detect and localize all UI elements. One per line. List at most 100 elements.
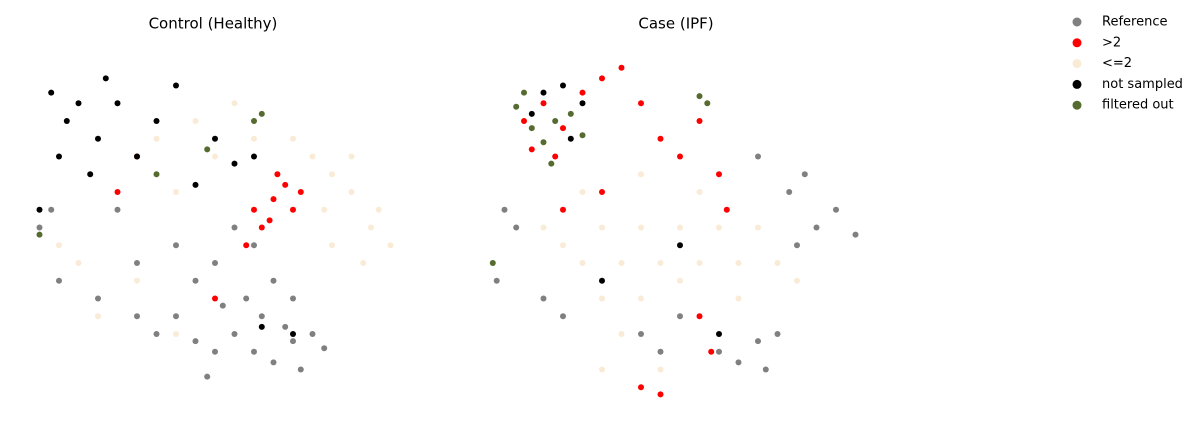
point (290, 206, 296, 213)
point (297, 366, 304, 373)
point (657, 135, 664, 142)
point (114, 206, 121, 213)
point (204, 373, 211, 380)
point (599, 224, 605, 231)
point (173, 189, 179, 195)
point (528, 110, 535, 117)
point (258, 323, 265, 330)
point (560, 313, 566, 320)
legend-label: <=2 (1102, 56, 1132, 71)
point (251, 153, 257, 160)
point (579, 132, 586, 139)
point (540, 295, 547, 302)
point (153, 135, 160, 142)
point (599, 75, 605, 82)
point (696, 313, 703, 320)
point (75, 260, 82, 266)
point (813, 224, 820, 231)
point (212, 260, 218, 266)
point (95, 313, 101, 320)
point (567, 135, 574, 142)
point (309, 331, 316, 337)
point (290, 338, 296, 345)
point (36, 206, 43, 213)
point (489, 260, 496, 266)
point (696, 189, 703, 195)
point (290, 295, 296, 302)
point (618, 260, 625, 266)
point (173, 313, 179, 320)
point (134, 260, 140, 266)
point (735, 295, 742, 302)
point (114, 100, 121, 107)
point (368, 224, 374, 231)
point (251, 242, 257, 249)
legend-marker (1072, 17, 1082, 27)
point (102, 75, 109, 82)
point (638, 331, 644, 337)
point (192, 277, 199, 284)
point (274, 171, 281, 178)
point (552, 153, 559, 160)
point (114, 189, 121, 195)
point (560, 82, 566, 89)
point (243, 242, 250, 249)
point (704, 100, 711, 107)
point (755, 153, 761, 160)
point (212, 295, 218, 302)
point (212, 135, 218, 142)
point (251, 135, 257, 142)
point (513, 224, 520, 231)
point (493, 277, 500, 284)
point (833, 206, 839, 213)
point (501, 206, 508, 213)
panel-title: Case (IPF) (638, 15, 713, 33)
point (134, 153, 140, 160)
point (560, 125, 566, 132)
point (762, 366, 769, 373)
point (63, 118, 70, 124)
legend-label: filtered out (1102, 98, 1174, 113)
point (56, 242, 62, 249)
point (251, 348, 257, 355)
point (290, 135, 296, 142)
point (282, 323, 289, 330)
point (638, 224, 644, 231)
point (677, 224, 683, 231)
point (677, 153, 683, 160)
point (528, 125, 535, 132)
point (774, 260, 781, 266)
point (231, 331, 238, 337)
point (708, 348, 715, 355)
point (270, 359, 277, 366)
panel-title: Control (Healthy) (149, 15, 278, 33)
point (192, 338, 199, 345)
point (513, 103, 520, 110)
point (786, 189, 793, 195)
point (192, 181, 199, 188)
legend-marker (1072, 59, 1082, 69)
point (360, 260, 367, 266)
point (579, 260, 586, 266)
point (794, 242, 800, 249)
point (657, 391, 664, 398)
point (321, 206, 328, 213)
point (48, 206, 55, 213)
point (270, 277, 277, 284)
point (231, 100, 238, 107)
point (348, 153, 355, 160)
point (540, 100, 547, 107)
legend-label: >2 (1102, 35, 1121, 50)
point (258, 313, 265, 320)
point (282, 181, 289, 188)
point (95, 135, 101, 142)
point (521, 89, 527, 96)
point (638, 100, 644, 107)
point (560, 242, 566, 249)
point (258, 224, 265, 231)
point (716, 331, 722, 337)
point (657, 260, 664, 266)
point (75, 100, 82, 107)
point (87, 171, 94, 178)
point (56, 277, 62, 284)
